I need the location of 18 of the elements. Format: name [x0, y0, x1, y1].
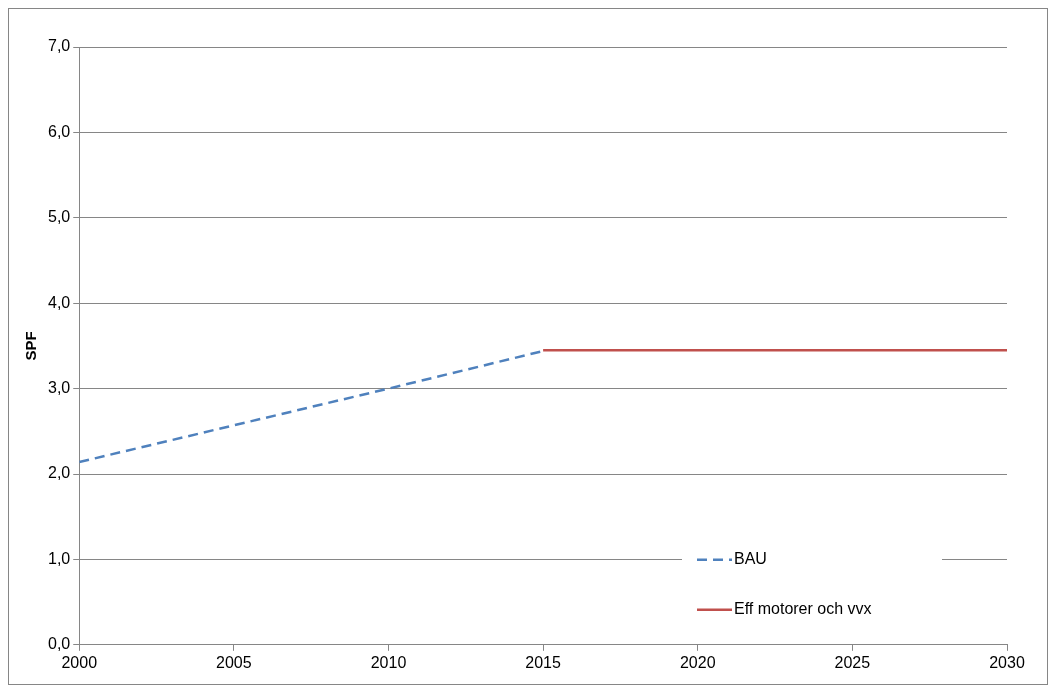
- x-tick-label: 2025: [834, 653, 871, 671]
- x-tick-label: 2010: [370, 653, 407, 671]
- y-axis-title: SPF: [22, 331, 40, 361]
- legend-label: BAU: [734, 550, 767, 568]
- y-tick-label: 5,0: [47, 208, 71, 226]
- x-tick-label: 2000: [61, 653, 98, 671]
- y-tick-label: 4,0: [47, 293, 71, 311]
- legend-label: Eff motorer och vvx: [734, 600, 872, 618]
- y-tick-label: 3,0: [47, 379, 71, 397]
- x-tick-label: 2020: [679, 653, 716, 671]
- y-tick-label: 0,0: [47, 635, 71, 653]
- y-tick-label: 2,0: [47, 464, 71, 482]
- x-tick-label: 2030: [989, 653, 1025, 671]
- x-tick-label: 2015: [525, 653, 562, 671]
- y-tick-label: 7,0: [47, 37, 71, 55]
- y-tick-label: 1,0: [47, 549, 71, 567]
- x-tick-label: 2005: [216, 653, 252, 671]
- y-tick-label: 6,0: [47, 122, 71, 140]
